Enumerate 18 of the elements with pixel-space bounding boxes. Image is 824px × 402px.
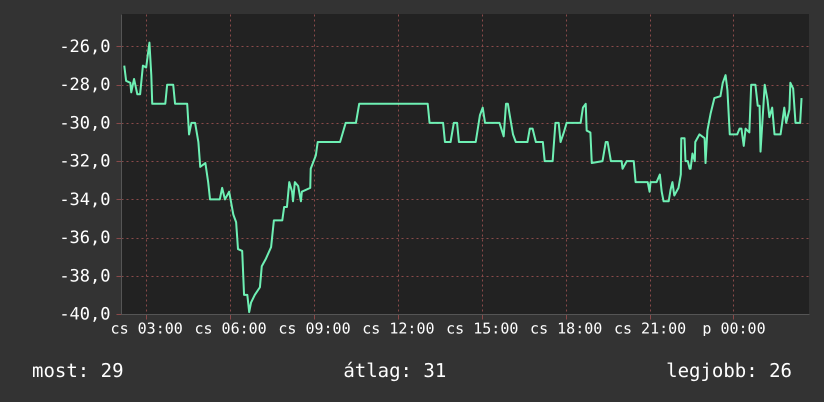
y-tick-label: -32,0 xyxy=(59,152,110,172)
x-tick-label: cs 15:00 xyxy=(446,320,518,338)
x-tick-label: cs 03:00 xyxy=(110,320,183,338)
x-tick-label: cs 21:00 xyxy=(614,320,686,338)
y-tick-label: -34,0 xyxy=(59,190,110,210)
x-tick-label: cs 12:00 xyxy=(362,320,435,338)
y-tick-label: -30,0 xyxy=(59,113,110,134)
text: legjobb: 26 xyxy=(666,360,792,382)
y-tick-label: -26,0 xyxy=(59,36,110,57)
y-tick-label: -38,0 xyxy=(59,266,110,286)
x-tick-label: cs 09:00 xyxy=(278,320,351,338)
text: most: 29 xyxy=(32,360,124,382)
y-tick-label: -36,0 xyxy=(59,228,110,248)
y-tick-label: -28,0 xyxy=(59,75,110,96)
x-tick-label: cs 06:00 xyxy=(194,320,267,338)
text: átlag: 31 xyxy=(343,360,446,382)
x-tick-label: cs 18:00 xyxy=(530,320,602,338)
y-tick-label: -40,0 xyxy=(59,304,110,324)
